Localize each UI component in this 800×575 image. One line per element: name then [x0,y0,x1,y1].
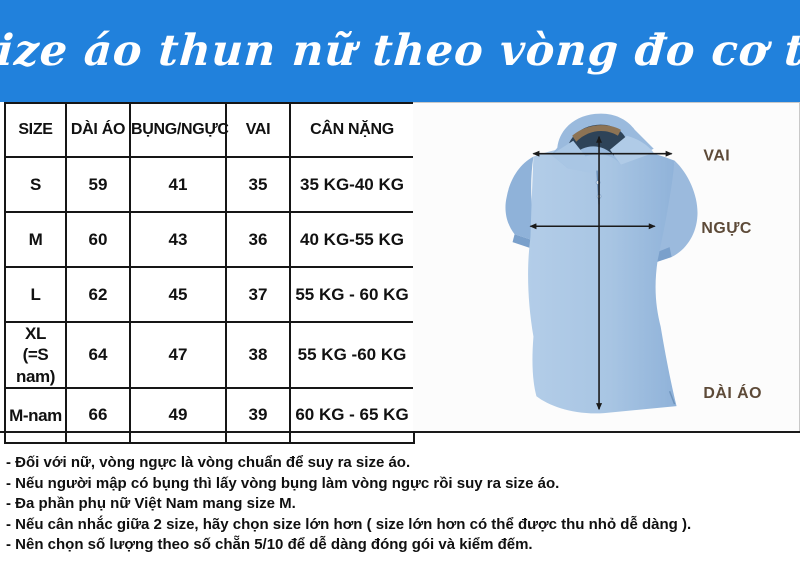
cell-dai-ao: 59 [65,156,131,213]
shirt-length-label: DÀI ÁO [703,383,762,402]
left-sleeve [505,156,539,243]
note-line: - Nếu người mập có bụng thì lấy vòng bụn… [6,474,560,492]
table-row: L 62 45 37 55 KG - 60 KG [4,266,415,323]
note-line: - Đa phần phụ nữ Việt Nam mang size M. [6,495,296,512]
cell-dai-ao: 60 [65,211,131,268]
header-dai-ao: DÀI ÁO [65,102,131,158]
cell-bung-nguc: 49 [129,386,227,444]
cell-size: M-nam [4,386,67,444]
cell-size: M [4,211,67,268]
notes-section: - Đối với nữ, vòng ngực là vòng chuẩn để… [0,433,800,556]
right-sleeve [656,160,698,263]
page-title: Size áo thun nữ theo vòng đo cơ thể [0,26,800,76]
cell-can-nang: 35 KG-40 KG [289,156,415,213]
cell-can-nang: 60 KG - 65 KG [289,386,415,444]
header-can-nang: CÂN NẶNG [289,102,415,158]
cell-vai: 39 [225,386,291,444]
cell-vai: 37 [225,266,291,323]
content-area: SIZE DÀI ÁO BỤNG/NGỰC VAI CÂN NẶNG S 59 … [0,102,800,444]
cell-size: XL (=S nam) [4,321,67,389]
table-header-row: SIZE DÀI ÁO BỤNG/NGỰC VAI CÂN NẶNG [4,102,415,158]
table-row: S 59 41 35 35 KG-40 KG [4,156,415,213]
cell-dai-ao: 64 [65,321,131,389]
size-table-container: SIZE DÀI ÁO BỤNG/NGỰC VAI CÂN NẶNG S 59 … [0,102,415,444]
cell-size: L [4,266,67,323]
cell-vai: 35 [225,156,291,213]
collar-left-wing [551,140,601,175]
size-table: SIZE DÀI ÁO BỤNG/NGỰC VAI CÂN NẶNG S 59 … [4,102,415,444]
collar-right-wing [609,135,654,165]
measurement-diagram-panel: VAI NGỰC DÀI ÁO [413,102,800,431]
cell-dai-ao: 62 [65,266,131,323]
title-banner: Size áo thun nữ theo vòng đo cơ thể [0,0,800,102]
table-row: XL (=S nam) 64 47 38 55 KG -60 KG [4,321,415,389]
cell-bung-nguc: 47 [129,321,227,389]
header-size: SIZE [4,102,67,158]
shirt-diagram: VAI NGỰC DÀI ÁO [415,103,797,431]
cell-can-nang: 55 KG -60 KG [289,321,415,389]
cell-can-nang: 40 KG-55 KG [289,211,415,268]
cell-can-nang: 55 KG - 60 KG [289,266,415,323]
cell-bung-nguc: 41 [129,156,227,213]
cell-bung-nguc: 45 [129,266,227,323]
table-row: M 60 43 36 40 KG-55 KG [4,211,415,268]
header-vai: VAI [225,102,291,158]
cell-bung-nguc: 43 [129,211,227,268]
note-line: - Nếu cân nhắc giữa 2 size, hãy chọn siz… [6,515,692,533]
shoulder-label: VAI [703,148,730,165]
collar-inner-trim [572,125,621,142]
cell-size: S [4,156,67,213]
shirt-body [528,145,677,414]
right-sleeve-cuff [654,247,672,263]
cell-vai: 36 [225,211,291,268]
header-bung-nguc: BỤNG/NGỰC [129,102,229,158]
note-line: - Nên chọn số lượng theo số chẵn 5/10 để… [6,536,533,553]
cell-vai: 38 [225,321,291,389]
hem-slit [668,390,676,405]
note-line: - Đối với nữ, vòng ngực là vòng chuẩn để… [6,454,411,471]
cell-dai-ao: 66 [65,386,131,444]
chest-label: NGỰC [701,220,752,237]
table-row: M-nam 66 49 39 60 KG - 65 KG [4,386,415,444]
